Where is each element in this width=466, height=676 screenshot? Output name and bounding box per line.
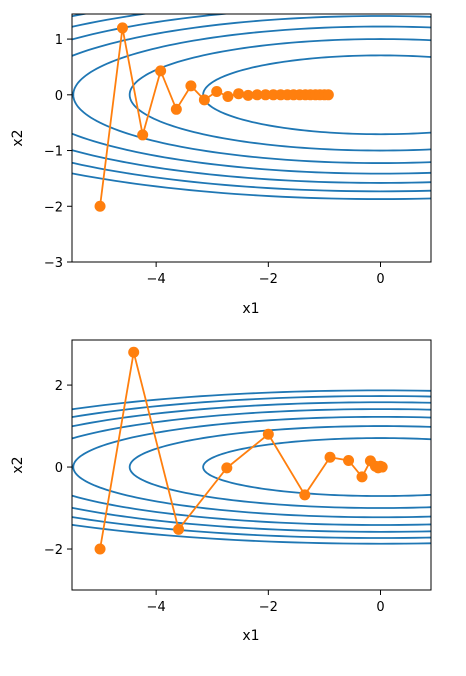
trajectory-point-23 [322,89,334,101]
y-tick-label: 0 [55,461,63,476]
y-tick-label: −1 [44,145,63,160]
trajectory-point-7 [343,454,355,466]
y-tick-label: 0 [55,89,63,104]
y-tick-label: 2 [55,379,63,394]
trajectory-point-8 [356,471,368,483]
plot-frame-bottom [71,339,432,591]
trajectory-point-6 [198,94,210,106]
trajectory-point-2 [137,129,149,141]
trajectory-point-5 [299,489,311,501]
contour-line-3 [72,415,431,519]
x-tick-label: 0 [376,272,384,287]
trajectory-group-bottom [94,346,388,555]
contour-line-1 [202,437,431,497]
x-tick-label: −4 [147,272,166,287]
x-tick-label: 0 [376,600,384,615]
x-tick-label: −2 [259,272,278,287]
trajectory-point-11 [251,89,263,101]
subplot-top: −4 −2 0 1 0 −1 −2 −3 x1 x2 [10,13,432,317]
trajectory-point-4 [262,428,274,440]
y-tick-label: −2 [44,200,63,215]
y-axis-label-top: x2 [10,129,26,146]
trajectory-point-12 [260,89,272,101]
x-ticks-bottom: −4 −2 0 [147,590,385,615]
trajectory-point-13 [376,461,388,473]
contour-group-top [72,14,431,200]
trajectory-point-10 [242,89,254,101]
contour-group-bottom [72,389,431,545]
x-axis-label-top: x1 [242,301,259,317]
contour-line-2 [128,38,431,152]
y-tick-label: 1 [55,33,63,48]
x-tick-label: −4 [147,600,166,615]
x-axis-label-bottom: x1 [242,628,259,644]
trajectory-point-8 [222,90,234,102]
x-tick-label: −2 [259,600,278,615]
trajectory-point-1 [128,346,140,358]
trajectory-point-3 [221,462,233,474]
subplot-bottom: −4 −2 0 2 0 −2 x1 x2 [10,339,432,644]
trajectory-point-0 [94,543,106,555]
y-ticks-bottom: 2 0 −2 [44,379,72,558]
y-tick-label: −3 [44,256,63,271]
x-ticks-top: −4 −2 0 [147,262,385,287]
trajectory-point-3 [155,65,167,77]
trajectory-point-7 [211,85,223,97]
trajectory-point-2 [173,523,185,535]
trajectory-point-0 [94,200,106,212]
contour-line-7 [72,14,431,200]
trajectory-point-4 [170,103,182,115]
trajectory-point-1 [116,22,128,34]
trajectory-point-5 [185,80,197,92]
trajectory-point-6 [324,451,336,463]
trajectory-group-top [94,22,334,212]
y-axis-label-bottom: x2 [10,456,26,473]
plot-frame-top [71,13,432,263]
trajectory-point-9 [233,88,245,100]
contour-line-3 [72,25,431,164]
y-ticks-top: 1 0 −1 −2 −3 [44,33,72,271]
contour-line-2 [128,425,431,509]
y-tick-label: −2 [44,543,63,558]
